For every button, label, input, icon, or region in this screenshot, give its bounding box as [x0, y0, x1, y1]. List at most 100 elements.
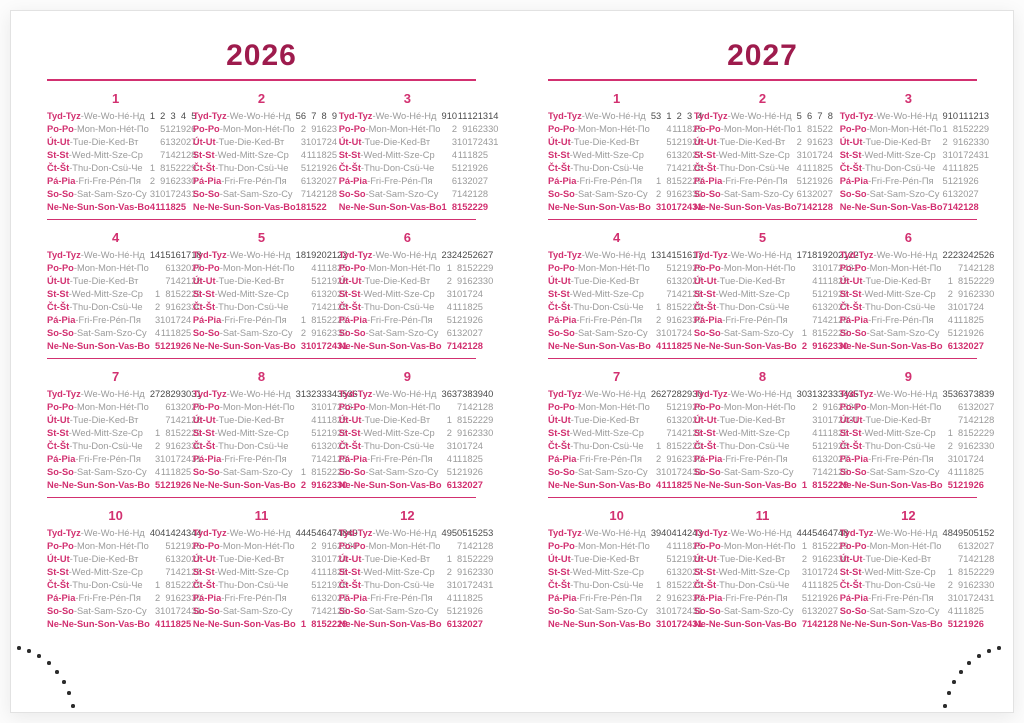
day-cell-sat-0: 4 — [150, 326, 160, 339]
day-cell-fri-3: 25 — [473, 452, 483, 465]
day-cell-tue-3: 23 — [968, 135, 978, 148]
day-cell-wed-1: 6 — [661, 565, 671, 578]
row-abbr-wed: St-St — [548, 567, 570, 577]
row-abbr-tue: Út-Ut — [193, 137, 216, 147]
day-cell-fri-3: 20 — [467, 174, 477, 187]
row-abbr-thu: Čt-Št — [193, 580, 215, 590]
day-cell-sat-3: 25 — [974, 465, 984, 478]
day-cell-mon-2: 11 — [316, 261, 326, 274]
day-cell-thu-3: 19 — [327, 578, 337, 591]
day-cell-fri-3: 22 — [327, 313, 337, 326]
day-cell-tue-0: 1 — [442, 552, 452, 565]
row-full-tue: -Tue-Die-Ked-Вт — [216, 554, 285, 564]
day-cell-wed-2: 13 — [672, 148, 682, 161]
day-cell-wed-2: 14 — [672, 287, 682, 300]
day-cell-thu-3: 25 — [473, 300, 483, 313]
row-full-sun: -Sun-Son-Vas-Во — [74, 619, 150, 629]
day-cell-sun-3: 26 — [974, 478, 984, 491]
row-abbr-mon: Po-Po — [694, 263, 721, 273]
row-full-wed: -Wed-Mitt-Sze-Ср — [861, 428, 935, 438]
day-cell-tue-2: 15 — [462, 413, 472, 426]
day-cell-wed-2: 13 — [672, 565, 682, 578]
day-cell-mon-2: 10 — [817, 261, 827, 274]
row-full-mon: -Mon-Mon-Hét-По — [366, 263, 441, 273]
day-cell-sat-0: 5 — [943, 326, 953, 339]
day-cell-week-3: 52 — [473, 526, 483, 539]
day-cell-week-0: 31 — [296, 387, 306, 400]
day-cell-mon-3: 21 — [473, 539, 483, 552]
day-cell-sun-2: 21 — [817, 617, 827, 630]
row-full-mon: -Mon-Mon-Hét-По — [220, 402, 295, 412]
row-full-tue: -Tue-Die-Ked-Вт — [361, 415, 430, 425]
day-cell-week-2: 38 — [462, 387, 472, 400]
row-full-thu: -Thu-Don-Csü-Че — [215, 580, 288, 590]
day-cell-thu-1: 8 — [661, 300, 671, 313]
day-cell-sat-4 — [483, 604, 493, 617]
row-full-thu: -Thu-Don-Csü-Че — [716, 580, 789, 590]
row-abbr-week: Tyd-Tyz — [47, 528, 81, 538]
row-full-week: -We-Wo-Hé-Hд — [582, 389, 646, 399]
day-cell-tue-0 — [651, 274, 661, 287]
day-cell-mon-2: 13 — [963, 400, 973, 413]
row-abbr-sat: So-So — [548, 189, 575, 199]
day-cell-wed-2: 11 — [817, 426, 827, 439]
row-abbr-week: Tyd-Tyz — [193, 389, 227, 399]
row-full-sun: -Sun-Son-Vas-Во — [721, 480, 797, 490]
day-cell-sun-2: 21 — [958, 200, 968, 213]
day-cell-sat-1: 10 — [661, 465, 671, 478]
row-abbr-tue: Út-Ut — [840, 415, 863, 425]
row-abbr-wed: St-St — [840, 150, 862, 160]
day-cell-tue-0: 1 — [943, 274, 953, 287]
day-cell-fri-3: 23 — [682, 313, 692, 326]
row-full-fri: -Fri-Fre-Pén-Пя — [221, 315, 286, 325]
day-cell-wed-2: 15 — [171, 426, 181, 439]
day-cell-thu-1: 10 — [452, 439, 462, 452]
row-abbr-thu: Čt-Št — [840, 302, 862, 312]
day-cell-wed-2: 12 — [817, 287, 827, 300]
day-cell-week-0: 1 — [150, 109, 155, 122]
month-block-9: 9 Tyd-Tyz-We-Wo-Hé-Hд 35 36 37 38 39 Po-Po-Mon-… — [840, 369, 977, 491]
day-cell-tue-3: 21 — [974, 552, 984, 565]
day-cell-thu-0 — [797, 300, 807, 313]
day-cell-fri-4 — [984, 313, 994, 326]
day-cell-thu-2: 18 — [958, 161, 968, 174]
day-cell-fri-2: 15 — [672, 174, 682, 187]
day-cell-thu-4: 31 — [483, 578, 493, 591]
row-abbr-sat: So-So — [548, 328, 575, 338]
day-cell-sun-2: 15 — [457, 200, 467, 213]
row-full-mon: -Mon-Mon-Hét-По — [575, 124, 650, 134]
row-abbr-fri: Pá-Pia — [47, 315, 75, 325]
day-cell-tue-1: 5 — [306, 274, 316, 287]
row-full-sat: -Sat-Sam-Szo-Су — [74, 467, 147, 477]
row-full-sat: -Sat-Sam-Szo-Су — [220, 606, 293, 616]
day-cell-week-3: 26 — [473, 248, 483, 261]
row-abbr-tue: Út-Ut — [193, 415, 216, 425]
day-cell-mon-4: 28 — [483, 539, 493, 552]
corner-dot-7 — [943, 704, 947, 708]
row-abbr-wed: St-St — [47, 567, 69, 577]
month-number-6: 6 — [339, 230, 476, 245]
day-cell-thu-1: 9 — [953, 439, 963, 452]
day-cell-thu-3: 20 — [828, 300, 838, 313]
day-cell-mon-4: 28 — [984, 261, 994, 274]
row-full-week: -We-Wo-Hé-Hд — [873, 250, 937, 260]
day-cell-fri-2: 17 — [171, 452, 181, 465]
row-abbr-week: Tyd-Tyz — [193, 250, 227, 260]
row-abbr-sat: So-So — [47, 328, 74, 338]
day-cell-mon-4: 23 — [327, 122, 337, 135]
day-cell-tue-0 — [296, 274, 306, 287]
row-full-week: -We-Wo-Hé-Hд — [582, 528, 646, 538]
day-cell-mon-1: 3 — [306, 400, 316, 413]
day-cell-fri-3: 20 — [316, 174, 326, 187]
month-number-8: 8 — [694, 369, 831, 384]
day-cell-wed-1: 5 — [306, 426, 316, 439]
day-cell-sat-4 — [979, 187, 989, 200]
day-cell-sat-2: 17 — [672, 465, 682, 478]
day-cell-week-3: 8 — [823, 109, 833, 122]
day-cell-wed-1: 9 — [953, 287, 963, 300]
month-block-2: 2 Tyd-Tyz-We-Wo-Hé-Hд 5 6 7 8 9 Po-Po-Mon-Mon-H… — [193, 91, 330, 213]
day-cell-wed-1: 6 — [661, 148, 671, 161]
row-abbr-week: Tyd-Tyz — [339, 389, 373, 399]
day-cell-mon-1: 8 — [802, 122, 812, 135]
day-cell-mon-0: 1 — [797, 122, 802, 135]
